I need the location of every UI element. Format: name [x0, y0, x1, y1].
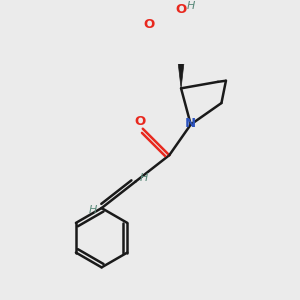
- Text: H: H: [140, 173, 148, 183]
- Text: O: O: [176, 3, 187, 16]
- Text: H: H: [186, 1, 195, 10]
- Text: N: N: [185, 117, 196, 130]
- Text: O: O: [143, 18, 155, 32]
- Text: O: O: [134, 115, 145, 128]
- Text: H: H: [89, 206, 97, 215]
- Polygon shape: [177, 51, 185, 88]
